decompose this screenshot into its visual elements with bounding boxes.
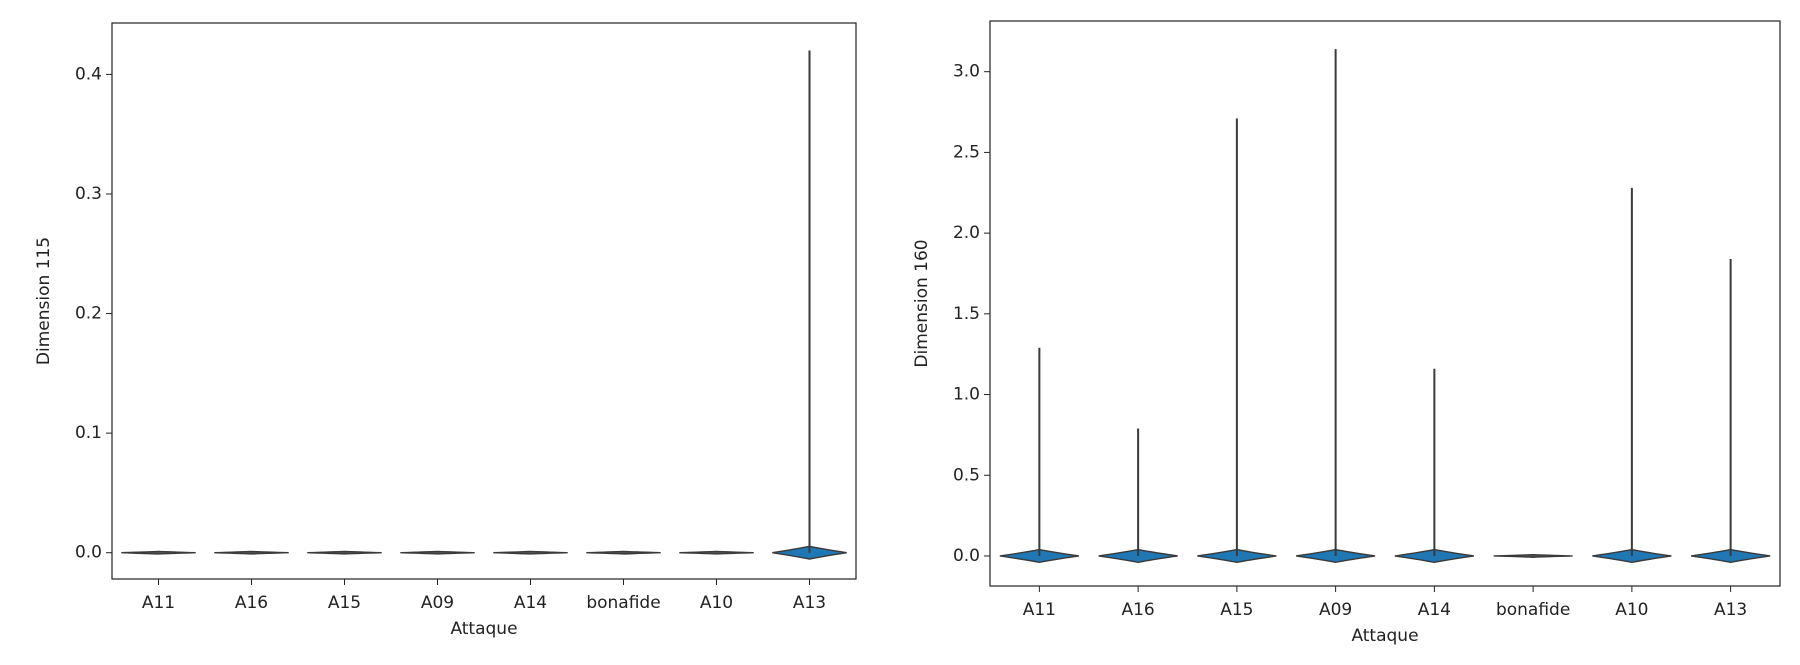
violin-body [121, 550, 196, 555]
x-tick-label: A16 [1121, 600, 1154, 620]
x-tick-label: A14 [514, 593, 547, 613]
x-tick-label: A11 [1023, 600, 1056, 620]
x-tick-label: bonafide [1496, 600, 1570, 620]
x-tick-label: A10 [1615, 600, 1648, 620]
y-tick-label: 2.0 [953, 223, 980, 243]
y-tick-label: 0.0 [953, 546, 980, 566]
y-tick-label: 0.5 [953, 465, 980, 485]
violin-body [679, 550, 754, 555]
y-tick-label: 1.5 [953, 304, 980, 324]
x-tick-label: A11 [142, 593, 175, 613]
x-axis-label: Attaque [450, 619, 517, 639]
x-axis-label: Attaque [1351, 626, 1418, 646]
x-tick-label: A09 [421, 593, 454, 613]
violin-body [772, 545, 847, 560]
violin-body [493, 550, 568, 555]
violin-body [586, 550, 661, 555]
y-tick-label: 0.2 [75, 304, 102, 324]
violin-body [307, 550, 382, 555]
violin-body [400, 550, 475, 555]
x-tick-label: bonafide [586, 593, 660, 613]
x-tick-label: A15 [328, 593, 361, 613]
plot-frame [989, 20, 1781, 587]
x-tick-label: A09 [1319, 600, 1352, 620]
x-tick-label: A16 [235, 593, 268, 613]
y-tick-label: 0.1 [75, 423, 102, 443]
y-axis-label: Dimension 115 [34, 237, 54, 365]
x-tick-label: A13 [1714, 600, 1747, 620]
violin-body [1493, 553, 1573, 558]
y-axis-label: Dimension 160 [912, 239, 932, 367]
y-tick-label: 0.4 [75, 64, 102, 84]
plot-frame [111, 22, 857, 580]
x-tick-label: A13 [793, 593, 826, 613]
x-tick-label: A14 [1418, 600, 1451, 620]
y-tick-label: 1.0 [953, 385, 980, 405]
violin-body [214, 550, 289, 555]
y-tick-label: 0.0 [75, 543, 102, 563]
x-tick-label: A10 [700, 593, 733, 613]
y-tick-label: 3.0 [953, 62, 980, 82]
y-tick-label: 0.3 [75, 184, 102, 204]
y-tick-label: 2.5 [953, 142, 980, 162]
x-tick-label: A15 [1220, 600, 1253, 620]
